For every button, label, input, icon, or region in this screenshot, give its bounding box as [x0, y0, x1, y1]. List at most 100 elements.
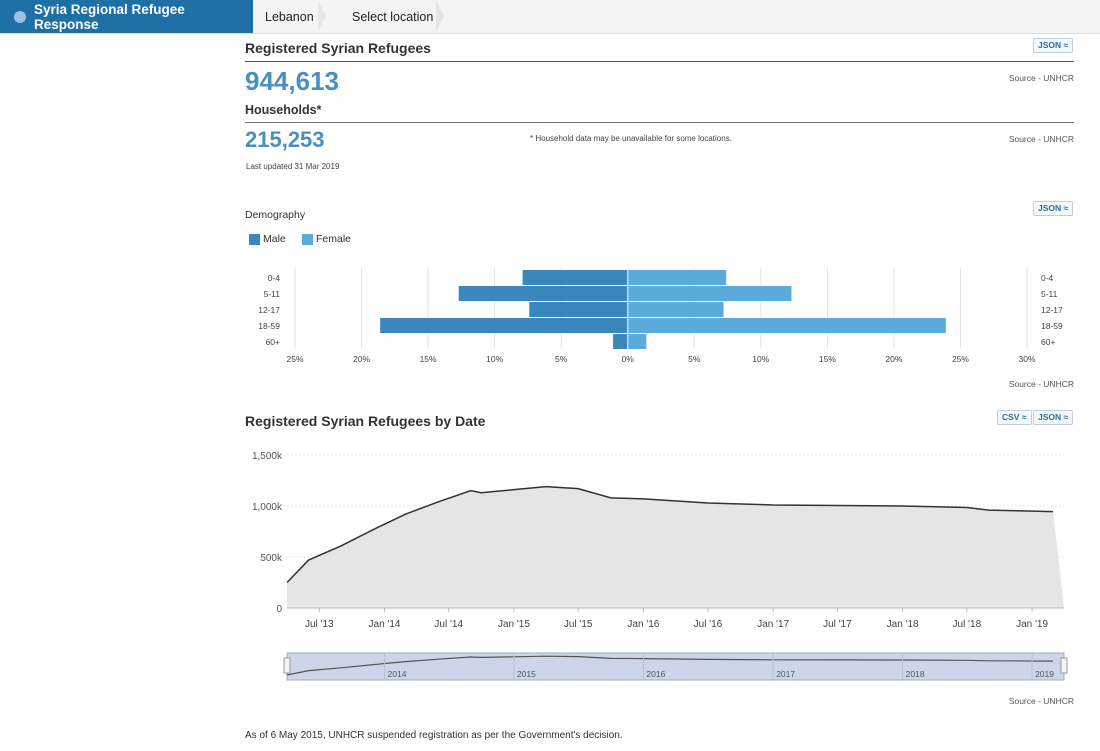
x-tick-label: Jul '13	[305, 619, 334, 630]
last-updated: Last updated 31 Mar 2019	[246, 162, 340, 171]
y-tick-label: 1,000k	[252, 502, 283, 513]
navigator-handle-left[interactable]	[283, 657, 291, 674]
rss-icon: ≈	[1063, 412, 1069, 422]
registered-count: 944,613	[245, 66, 339, 96]
male-bar	[522, 270, 628, 285]
x-tick-label: Jul '18	[953, 619, 982, 630]
area-line	[286, 485, 1054, 584]
households-count: 215,253	[245, 127, 325, 152]
x-tick-label: Jan '15	[498, 619, 530, 630]
x-tick-label: 10%	[486, 354, 503, 364]
category-label-right: 12-17	[1041, 305, 1063, 315]
legend-male-label[interactable]: Male	[263, 233, 286, 245]
x-tick-label: Jan '17	[757, 619, 789, 630]
navigator-label: 2015	[517, 669, 536, 679]
x-tick-label: Jul '17	[823, 619, 852, 630]
x-tick-label: 15%	[819, 354, 836, 364]
x-tick-label: 20%	[353, 354, 370, 364]
category-label-right: 0-4	[1041, 273, 1054, 283]
category-label-right: 60+	[1041, 337, 1055, 347]
navigator-label: 2017	[776, 669, 795, 679]
male-bar	[380, 318, 628, 333]
csv-label: CSV	[1002, 412, 1020, 422]
y-tick-label: 500k	[260, 553, 283, 564]
x-tick-label: 25%	[952, 354, 969, 364]
x-tick-label: Jan '16	[627, 619, 659, 630]
navigator-track	[286, 652, 1065, 681]
select-location-label: Select location	[352, 9, 434, 24]
registered-source: Source - UNHCR	[1008, 73, 1074, 83]
rss-icon: ≈	[1063, 203, 1069, 213]
male-bar	[529, 302, 628, 317]
category-label-right: 5-11	[1041, 289, 1058, 299]
households-title: Households*	[245, 103, 322, 117]
breadcrumb-separator	[436, 0, 444, 32]
x-tick-label: Jul '16	[694, 619, 723, 630]
by-date-source: Source - UNHCR	[1008, 696, 1074, 706]
navigator-label: 2019	[1035, 669, 1054, 679]
by-date-title: Registered Syrian Refugees by Date	[245, 413, 486, 429]
x-tick-label: 25%	[286, 354, 303, 364]
x-tick-label: 15%	[420, 354, 437, 364]
households-source: Source - UNHCR	[1008, 134, 1074, 144]
json-label: JSON	[1038, 412, 1062, 422]
breadcrumb-lebanon[interactable]: Lebanon	[265, 0, 314, 33]
male-bar	[458, 286, 628, 301]
demography-pyramid-chart: 25% 20% 15% 10% 5% 0% 5% 10% 15% 20% 25% 30% 0-4 0-4 5…	[258, 268, 1063, 364]
navigator-label: 2016	[646, 669, 665, 679]
x-tick-label: Jul '15	[564, 619, 593, 630]
csv-button[interactable]: CSV ≈	[997, 410, 1032, 425]
divider	[245, 61, 1074, 62]
brand-link[interactable]: Syria Regional Refugee Response	[0, 0, 253, 33]
breadcrumb-lebanon-label: Lebanon	[265, 9, 314, 24]
navigator-label: 2014	[388, 669, 407, 679]
x-tick-label: 30%	[1018, 354, 1035, 364]
female-bar	[627, 302, 724, 317]
refugees-by-date-chart: 0 500k 1,000k 1,500k Jul '13 Jan '14 Jul '14 Ja…	[252, 451, 1068, 681]
navigator-handle-right[interactable]	[1060, 657, 1068, 674]
male-bar	[613, 334, 628, 349]
demography-json-button[interactable]: JSON ≈	[1033, 201, 1074, 216]
select-location-dropdown[interactable]: Select location	[352, 0, 433, 33]
legend-female-swatch	[302, 234, 313, 245]
json-label: JSON	[1038, 40, 1062, 50]
x-tick-label: Jan '14	[369, 619, 401, 630]
y-tick-label: 0	[276, 604, 282, 615]
category-label-left: 0-4	[268, 273, 281, 283]
category-label-left: 12-17	[258, 305, 280, 315]
json-label: JSON	[1038, 203, 1062, 213]
demography-source: Source - UNHCR	[1008, 379, 1074, 389]
footnote: As of 6 May 2015, UNHCR suspended regist…	[245, 730, 623, 741]
female-bar	[627, 318, 946, 333]
category-label-left: 60+	[266, 337, 280, 347]
registered-json-button[interactable]: JSON ≈	[1033, 38, 1074, 53]
x-tick-label: 0%	[622, 354, 635, 364]
legend-male-swatch	[249, 234, 260, 245]
x-tick-label: 5%	[555, 354, 568, 364]
category-label-left: 5-11	[264, 289, 281, 299]
globe-icon	[14, 10, 26, 23]
category-label-left: 18-59	[258, 321, 280, 331]
x-tick-label: Jan '18	[887, 619, 919, 630]
registered-title: Registered Syrian Refugees	[245, 40, 431, 56]
demography-title: Demography	[245, 209, 306, 221]
rss-icon: ≈	[1063, 40, 1069, 50]
legend-female-label[interactable]: Female	[316, 233, 352, 245]
female-bar	[627, 334, 647, 349]
bydate-json-button[interactable]: JSON ≈	[1033, 410, 1074, 425]
x-tick-label: 5%	[688, 354, 701, 364]
rss-icon: ≈	[1021, 412, 1027, 422]
top-bar: Syria Regional Refugee Response Lebanon …	[0, 0, 1100, 34]
x-tick-label: 20%	[885, 354, 902, 364]
divider	[245, 122, 1074, 123]
female-bar	[627, 286, 792, 301]
x-tick-label: Jul '14	[434, 619, 463, 630]
breadcrumb-separator	[318, 0, 326, 32]
area-fill	[287, 486, 1064, 608]
x-tick-label: 10%	[752, 354, 769, 364]
x-tick-label: Jan '19	[1016, 619, 1048, 630]
navigator-line	[286, 655, 1054, 676]
category-label-right: 18-59	[1041, 321, 1063, 331]
female-bar	[627, 270, 727, 285]
navigator-label: 2018	[906, 669, 925, 679]
